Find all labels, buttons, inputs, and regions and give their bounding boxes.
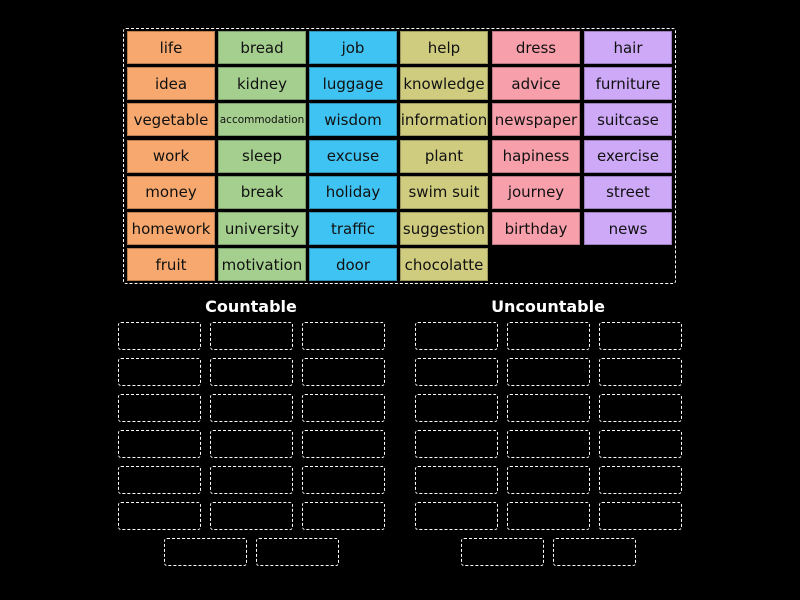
drop-slot[interactable] xyxy=(118,394,201,422)
word-tile[interactable]: luggage xyxy=(309,67,397,101)
word-tile[interactable]: job xyxy=(309,31,397,64)
drop-slot[interactable] xyxy=(118,322,201,350)
word-tile[interactable]: help xyxy=(400,31,488,64)
drop-slot[interactable] xyxy=(210,430,293,458)
word-tile[interactable]: suggestion xyxy=(400,212,488,245)
word-tile[interactable]: knowledge xyxy=(400,67,488,101)
drop-slot[interactable] xyxy=(599,430,682,458)
word-tile[interactable]: information xyxy=(400,103,488,137)
drop-slot[interactable] xyxy=(118,430,201,458)
word-tile[interactable]: dress xyxy=(492,31,580,64)
word-tile[interactable]: chocolatte xyxy=(400,248,488,282)
drop-slot[interactable] xyxy=(256,538,339,566)
word-tile[interactable]: traffic xyxy=(309,212,397,245)
drop-slot[interactable] xyxy=(164,538,247,566)
word-tile[interactable]: idea xyxy=(127,67,215,101)
word-tile[interactable]: birthday xyxy=(492,212,580,245)
drop-slot[interactable] xyxy=(210,358,293,386)
word-tile[interactable]: motivation xyxy=(218,248,306,282)
word-tile[interactable]: excuse xyxy=(309,139,397,173)
word-tile[interactable]: work xyxy=(127,139,215,173)
word-tile[interactable]: hapiness xyxy=(492,139,580,173)
word-tile[interactable]: street xyxy=(584,175,672,209)
group-title: Countable xyxy=(205,297,297,316)
drop-slot[interactable] xyxy=(553,538,636,566)
word-tile[interactable]: plant xyxy=(400,139,488,173)
word-tile[interactable]: suitcase xyxy=(584,103,672,137)
drop-slot[interactable] xyxy=(118,358,201,386)
drop-slot[interactable] xyxy=(415,322,498,350)
tile-pool xyxy=(123,28,676,284)
word-tile[interactable]: newspaper xyxy=(492,103,580,137)
drop-slot[interactable] xyxy=(415,430,498,458)
word-tile[interactable]: holiday xyxy=(309,175,397,209)
drop-slot[interactable] xyxy=(599,322,682,350)
drop-slot[interactable] xyxy=(415,358,498,386)
word-tile[interactable]: door xyxy=(309,248,397,282)
drop-slot[interactable] xyxy=(118,502,201,530)
word-tile[interactable]: vegetable xyxy=(127,103,215,137)
drop-slot[interactable] xyxy=(599,502,682,530)
drop-slot[interactable] xyxy=(210,322,293,350)
drop-slot[interactable] xyxy=(415,466,498,494)
word-tile[interactable]: advice xyxy=(492,67,580,101)
word-tile[interactable]: kidney xyxy=(218,67,306,101)
word-tile[interactable]: life xyxy=(127,31,215,64)
word-tile[interactable]: journey xyxy=(492,175,580,209)
word-tile[interactable]: furniture xyxy=(584,67,672,101)
drop-slot[interactable] xyxy=(461,538,544,566)
word-tile[interactable]: accommodation xyxy=(218,103,306,137)
word-tile[interactable]: university xyxy=(218,212,306,245)
drop-slot[interactable] xyxy=(599,394,682,422)
drop-slot[interactable] xyxy=(507,502,590,530)
drop-slot[interactable] xyxy=(302,502,385,530)
drop-slot[interactable] xyxy=(302,430,385,458)
drop-slot[interactable] xyxy=(302,322,385,350)
word-tile[interactable]: swim suit xyxy=(400,175,488,209)
drop-slot[interactable] xyxy=(507,322,590,350)
drop-slot[interactable] xyxy=(507,466,590,494)
word-tile[interactable]: sleep xyxy=(218,139,306,173)
word-tile[interactable]: hair xyxy=(584,31,672,64)
word-tile[interactable]: news xyxy=(584,212,672,245)
drop-slot[interactable] xyxy=(507,358,590,386)
drop-slot[interactable] xyxy=(415,502,498,530)
drop-slot[interactable] xyxy=(599,466,682,494)
drop-slot[interactable] xyxy=(302,394,385,422)
drop-slot[interactable] xyxy=(210,394,293,422)
group-title: Uncountable xyxy=(491,297,605,316)
drop-slot[interactable] xyxy=(210,466,293,494)
word-tile[interactable]: wisdom xyxy=(309,103,397,137)
word-tile[interactable]: bread xyxy=(218,31,306,64)
drop-slot[interactable] xyxy=(118,466,201,494)
drop-slot[interactable] xyxy=(507,430,590,458)
drop-slot[interactable] xyxy=(302,466,385,494)
drop-slot[interactable] xyxy=(507,394,590,422)
word-tile[interactable]: homework xyxy=(127,212,215,245)
word-tile[interactable]: break xyxy=(218,175,306,209)
drop-slot[interactable] xyxy=(599,358,682,386)
word-tile[interactable]: money xyxy=(127,175,215,209)
drop-slot[interactable] xyxy=(210,502,293,530)
drop-slot[interactable] xyxy=(302,358,385,386)
drop-slot[interactable] xyxy=(415,394,498,422)
word-tile[interactable]: fruit xyxy=(127,248,215,282)
word-tile[interactable]: exercise xyxy=(584,139,672,173)
